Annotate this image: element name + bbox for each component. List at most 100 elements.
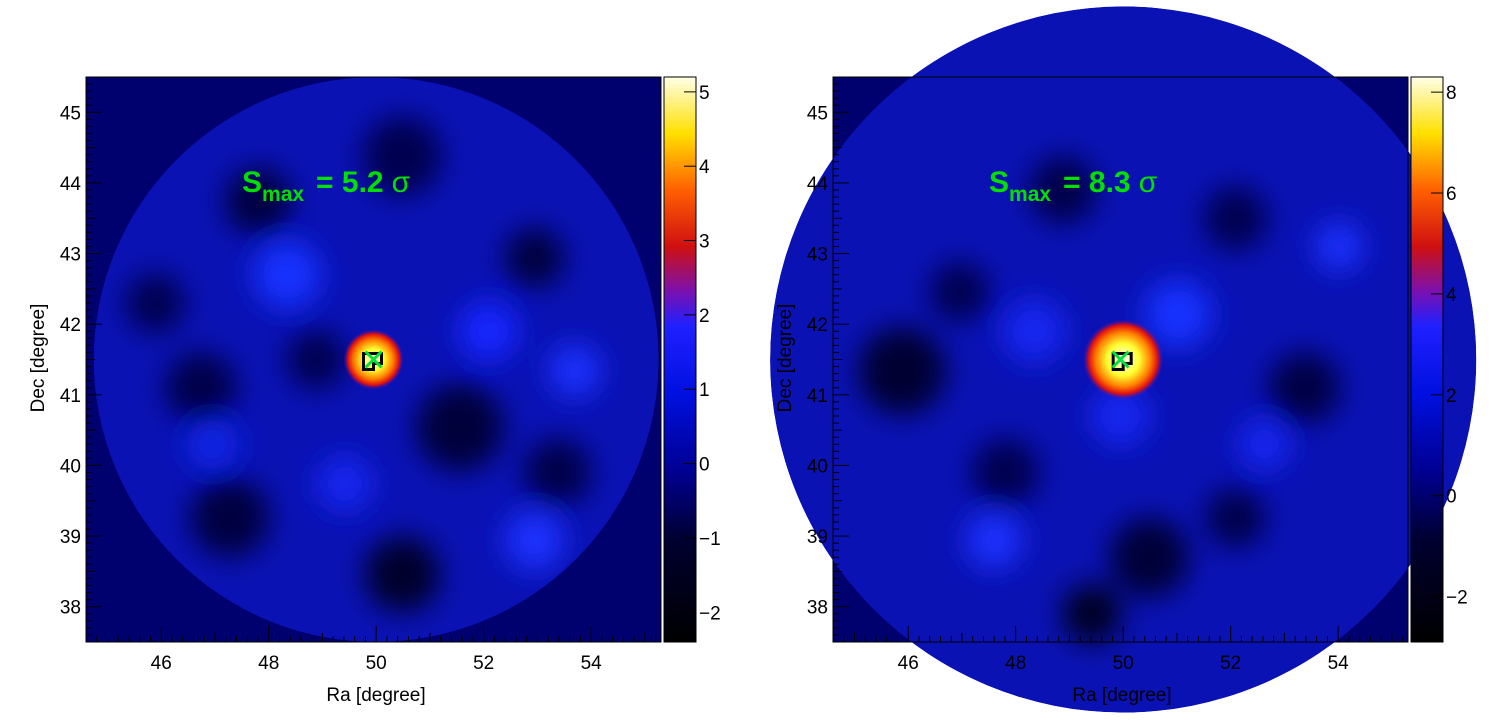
noise-blob [364, 536, 441, 613]
colorbar-tick-label: 2 [699, 306, 710, 327]
y-tick-label: 45 [807, 103, 828, 124]
noise-blob [1205, 487, 1266, 548]
significance-map [93, 77, 659, 642]
noise-blob [362, 116, 443, 197]
colorbar-tick-label: −2 [699, 603, 721, 624]
colorbar-tick-label: −2 [1446, 588, 1468, 609]
smax-unit: σ [392, 166, 411, 199]
noise-blob [125, 273, 185, 333]
smax-subscript: max [1009, 183, 1051, 206]
noise-blob [189, 477, 270, 558]
noise-blob [1268, 351, 1341, 424]
noise-blob [186, 418, 239, 471]
x-tick-label: 54 [581, 653, 603, 674]
noise-blob [1315, 222, 1363, 271]
colorbar-border [663, 76, 697, 643]
x-tick-label: 52 [1220, 653, 1241, 674]
noise-blob [1002, 299, 1067, 364]
y-tick-label: 43 [807, 245, 828, 266]
x-tick-label: 50 [1113, 653, 1134, 674]
colorbar-tick-label: 4 [699, 157, 710, 178]
smax-value: = 5.2 [316, 166, 384, 199]
noise-blob [504, 510, 565, 571]
source-marker [364, 350, 383, 369]
y-tick-label: 38 [60, 598, 81, 619]
noise-blob [1203, 186, 1268, 251]
colorbar-tick-label: 4 [1446, 285, 1457, 306]
significance-map [770, 6, 1477, 713]
colorbar-ticks: −2 0 2 4 6 8 [1431, 83, 1468, 609]
y-tick-label: 45 [60, 103, 81, 124]
source-marker [1111, 350, 1130, 369]
noise-blob [415, 383, 504, 472]
y-tick-label: 39 [60, 527, 81, 548]
noise-blob [1109, 517, 1190, 598]
smax-annotation: Smax = 8.3 σ [989, 166, 1158, 206]
noise-blob [165, 351, 237, 424]
noise-blob [253, 240, 322, 309]
noise-blob [1144, 280, 1212, 349]
x-axis-label: Ra [degree] [1072, 685, 1171, 706]
colorbar-tick-label: 5 [699, 83, 710, 104]
marker-stroke [1111, 350, 1130, 369]
noise-blobs [125, 116, 601, 613]
y-tick-label: 42 [60, 315, 81, 336]
x-axis: 46 48 50 52 54 [832, 626, 1404, 674]
noise-blob [316, 455, 373, 512]
colorbar-tick-label: 3 [699, 232, 710, 253]
noise-blob [548, 344, 601, 397]
y-tick-label: 40 [60, 456, 81, 477]
x-tick-label: 48 [258, 653, 279, 674]
y-tick-label: 40 [807, 456, 828, 477]
noise-blob [286, 329, 346, 390]
smax-unit: σ [1139, 166, 1158, 199]
x-axis-label: Ra [degree] [326, 685, 425, 706]
colorbar-tick-label: 2 [1446, 386, 1457, 407]
noise-blob [929, 261, 990, 322]
noise-blob [858, 326, 946, 415]
x-tick-label: 54 [1328, 653, 1350, 674]
y-tick-label: 39 [807, 527, 828, 548]
x-tick-label: 46 [898, 653, 919, 674]
colorbar-gradient [1411, 77, 1443, 642]
smax-value: = 8.3 [1063, 166, 1131, 199]
noise-blob [523, 438, 592, 507]
y-tick-label: 42 [807, 315, 828, 336]
smax-annotation: Smax = 5.2 σ [242, 166, 411, 206]
noise-blob [1029, 156, 1097, 224]
smax-symbol: S [242, 166, 262, 199]
x-axis: 46 48 50 52 54 [85, 626, 657, 674]
noise-blob [1238, 418, 1291, 471]
colorbar: −2 −1 0 1 2 3 4 5 [663, 76, 721, 643]
colorbar-tick-label: 0 [1446, 487, 1457, 508]
y-tick-label: 38 [807, 598, 828, 619]
colorbar-tick-label: −1 [699, 529, 721, 550]
colorbar-tick-label: 6 [1446, 184, 1457, 205]
y-tick-label: 41 [60, 386, 81, 407]
noise-blob [971, 438, 1040, 507]
noise-blob [1061, 583, 1122, 644]
marker-stroke [364, 350, 383, 369]
x-tick-label: 52 [473, 653, 494, 674]
noise-blobs [858, 156, 1363, 644]
noise-blob [458, 301, 519, 362]
noise-blob [224, 167, 293, 236]
y-tick-label: 44 [807, 174, 829, 195]
y-axis-label: Dec [degree] [28, 304, 49, 413]
smax-symbol: S [989, 166, 1009, 199]
noise-blob [966, 512, 1022, 569]
x-tick-label: 48 [1005, 653, 1026, 674]
x-tick-label: 50 [366, 653, 387, 674]
y-axis: 38 39 40 41 42 43 44 45 [807, 76, 849, 643]
noise-blob [504, 227, 565, 288]
y-axis: 38 39 40 41 42 43 44 45 [60, 76, 102, 643]
colorbar: −2 0 2 4 6 8 [1410, 76, 1468, 643]
y-tick-label: 44 [60, 174, 82, 195]
y-tick-label: 41 [807, 386, 828, 407]
colorbar-tick-label: 8 [1446, 83, 1457, 104]
colorbar-ticks: −2 −1 0 1 2 3 4 5 [684, 83, 721, 624]
x-tick-label: 46 [151, 653, 172, 674]
